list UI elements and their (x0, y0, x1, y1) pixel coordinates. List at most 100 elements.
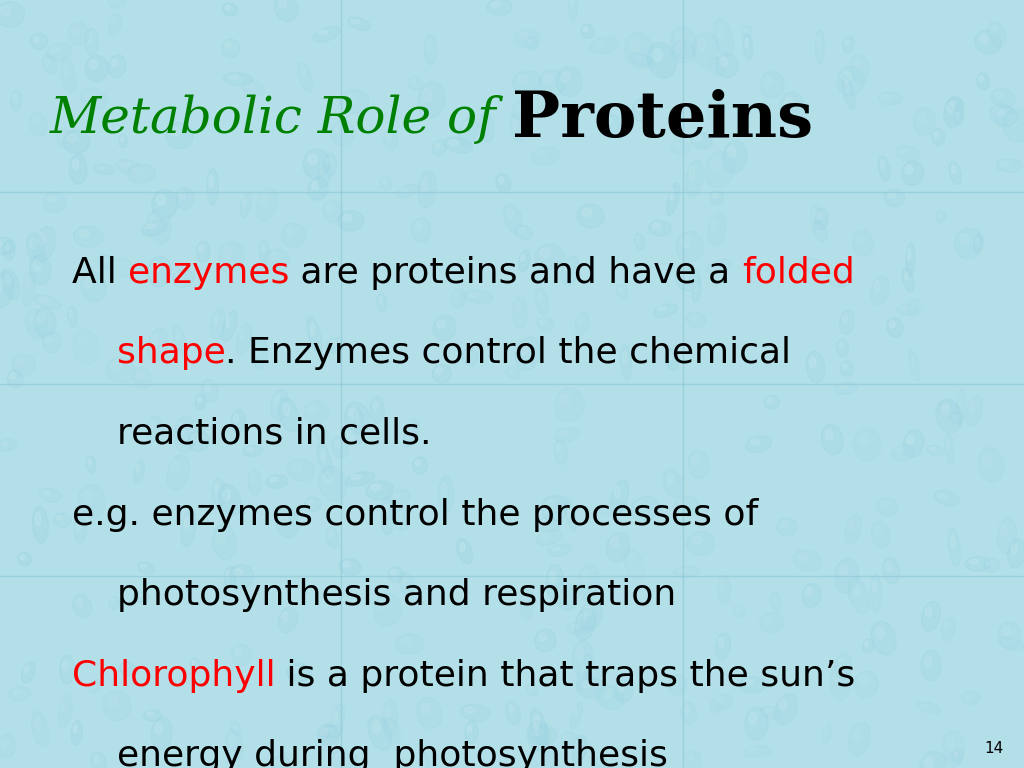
Ellipse shape (977, 73, 989, 90)
Ellipse shape (316, 725, 339, 745)
Ellipse shape (578, 316, 583, 324)
Ellipse shape (959, 233, 970, 244)
Ellipse shape (580, 601, 602, 630)
Ellipse shape (951, 412, 965, 424)
Ellipse shape (802, 583, 821, 607)
Ellipse shape (671, 141, 691, 155)
Ellipse shape (948, 529, 961, 566)
Ellipse shape (947, 98, 964, 111)
Ellipse shape (689, 167, 695, 180)
Ellipse shape (571, 736, 587, 763)
Ellipse shape (379, 296, 382, 303)
Ellipse shape (685, 750, 701, 768)
Ellipse shape (835, 654, 852, 679)
Ellipse shape (287, 458, 315, 481)
Ellipse shape (954, 228, 983, 259)
Ellipse shape (926, 607, 932, 617)
Ellipse shape (991, 89, 1015, 108)
Ellipse shape (73, 594, 91, 617)
Ellipse shape (340, 90, 369, 113)
Ellipse shape (242, 81, 264, 96)
Ellipse shape (322, 449, 326, 462)
Ellipse shape (0, 237, 15, 255)
Ellipse shape (499, 177, 504, 184)
Ellipse shape (712, 694, 733, 710)
Ellipse shape (106, 258, 132, 278)
Ellipse shape (871, 621, 896, 654)
Ellipse shape (842, 75, 855, 110)
Ellipse shape (105, 357, 135, 382)
Ellipse shape (333, 710, 337, 723)
Ellipse shape (0, 272, 14, 308)
Ellipse shape (460, 543, 465, 552)
Ellipse shape (170, 127, 180, 137)
Ellipse shape (848, 578, 869, 614)
Ellipse shape (691, 536, 701, 545)
Ellipse shape (322, 725, 343, 737)
Ellipse shape (432, 140, 446, 156)
Ellipse shape (581, 25, 594, 38)
Ellipse shape (74, 226, 103, 247)
Ellipse shape (335, 753, 345, 760)
Ellipse shape (616, 285, 628, 300)
Ellipse shape (0, 240, 2, 247)
Ellipse shape (669, 674, 686, 696)
Ellipse shape (226, 570, 230, 578)
Ellipse shape (229, 564, 254, 589)
Ellipse shape (147, 329, 168, 361)
Ellipse shape (418, 170, 436, 208)
Ellipse shape (73, 159, 79, 170)
Ellipse shape (674, 567, 699, 578)
Ellipse shape (94, 164, 115, 175)
Ellipse shape (817, 35, 820, 48)
Ellipse shape (686, 161, 703, 197)
Ellipse shape (413, 457, 427, 474)
Ellipse shape (324, 154, 337, 177)
Ellipse shape (109, 13, 122, 35)
Ellipse shape (233, 568, 242, 577)
Ellipse shape (686, 312, 706, 327)
Ellipse shape (76, 521, 81, 531)
Ellipse shape (221, 39, 240, 58)
Ellipse shape (908, 299, 923, 316)
Ellipse shape (925, 656, 932, 667)
Ellipse shape (461, 704, 489, 721)
Ellipse shape (97, 255, 114, 270)
Ellipse shape (623, 351, 627, 363)
Ellipse shape (459, 117, 477, 147)
Ellipse shape (916, 702, 941, 714)
Ellipse shape (974, 234, 983, 253)
Ellipse shape (597, 686, 624, 709)
Ellipse shape (902, 268, 913, 292)
Ellipse shape (664, 469, 683, 498)
Ellipse shape (978, 448, 1004, 482)
Ellipse shape (409, 77, 423, 90)
Ellipse shape (119, 134, 127, 148)
Ellipse shape (743, 34, 753, 60)
Ellipse shape (886, 562, 892, 571)
Ellipse shape (214, 314, 218, 325)
Ellipse shape (546, 500, 555, 509)
Ellipse shape (941, 405, 949, 417)
Ellipse shape (504, 204, 522, 233)
Ellipse shape (993, 108, 1005, 115)
Ellipse shape (26, 309, 47, 339)
Ellipse shape (775, 694, 798, 725)
Ellipse shape (574, 740, 580, 750)
Ellipse shape (872, 581, 877, 594)
Ellipse shape (444, 137, 473, 154)
Ellipse shape (1008, 114, 1018, 126)
Ellipse shape (966, 557, 990, 571)
Ellipse shape (877, 498, 898, 516)
Ellipse shape (326, 527, 338, 548)
Ellipse shape (515, 337, 541, 370)
Ellipse shape (53, 513, 71, 527)
Ellipse shape (167, 455, 189, 490)
Ellipse shape (584, 27, 588, 31)
Ellipse shape (840, 310, 854, 334)
Ellipse shape (539, 633, 546, 641)
Ellipse shape (815, 29, 824, 64)
Ellipse shape (253, 338, 267, 369)
Ellipse shape (412, 217, 431, 243)
Ellipse shape (838, 66, 864, 96)
